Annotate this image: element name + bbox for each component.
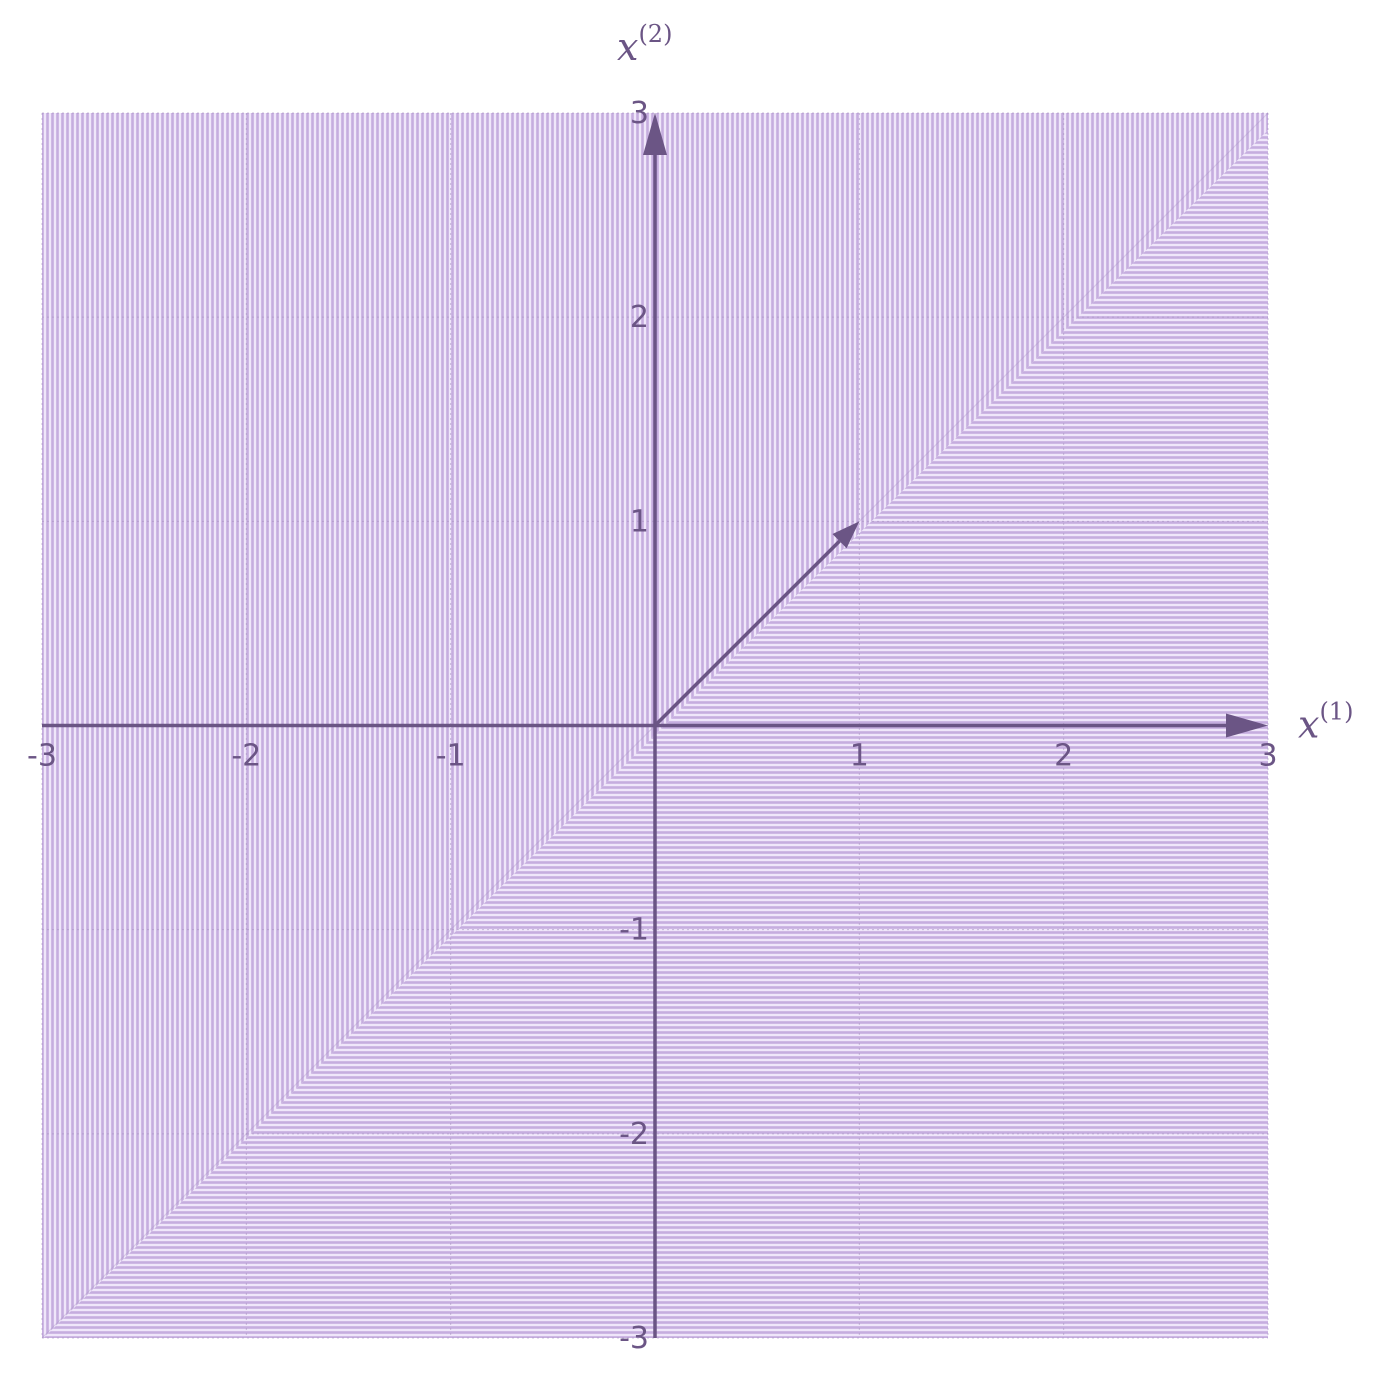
y-axis-label: x(2) — [617, 20, 672, 69]
y-tick-label: -1 — [619, 913, 649, 948]
x-axis-arrowhead — [1226, 713, 1268, 738]
x-axis-label-base: x — [1298, 703, 1319, 747]
y-tick-label: 1 — [630, 504, 649, 539]
x-tick-label: 3 — [1258, 739, 1277, 774]
vector-shaft — [653, 539, 841, 727]
y-tick-label: 3 — [630, 96, 649, 131]
y-tick-label: -3 — [619, 1321, 649, 1356]
vector-layer — [653, 521, 860, 727]
y-tick-label: 2 — [630, 300, 649, 335]
y-axis-label-base: x — [617, 25, 638, 69]
y-axis-arrowhead — [643, 113, 667, 155]
axes-layer — [42, 113, 1268, 1338]
x-tick-label: -1 — [436, 739, 466, 774]
y-tick-label: -2 — [619, 1117, 649, 1152]
grid-layer — [41, 112, 1269, 1339]
vector-arrowhead — [832, 521, 860, 549]
x-tick-label: 1 — [850, 739, 869, 774]
x-axis-label-superscript: (1) — [1319, 698, 1353, 726]
x-tick-label: -3 — [27, 739, 57, 774]
ticks-layer: -3 -2 -1 1 2 3 -3 -2 -1 1 2 3 — [27, 96, 1278, 1356]
svg-text:x(2): x(2) — [617, 20, 672, 69]
x-tick-label: -2 — [231, 739, 261, 774]
x-tick-label: 2 — [1054, 739, 1073, 774]
svg-text:x(1): x(1) — [1298, 698, 1353, 747]
y-axis-label-superscript: (2) — [638, 20, 672, 48]
x-axis-label: x(1) — [1298, 698, 1353, 747]
